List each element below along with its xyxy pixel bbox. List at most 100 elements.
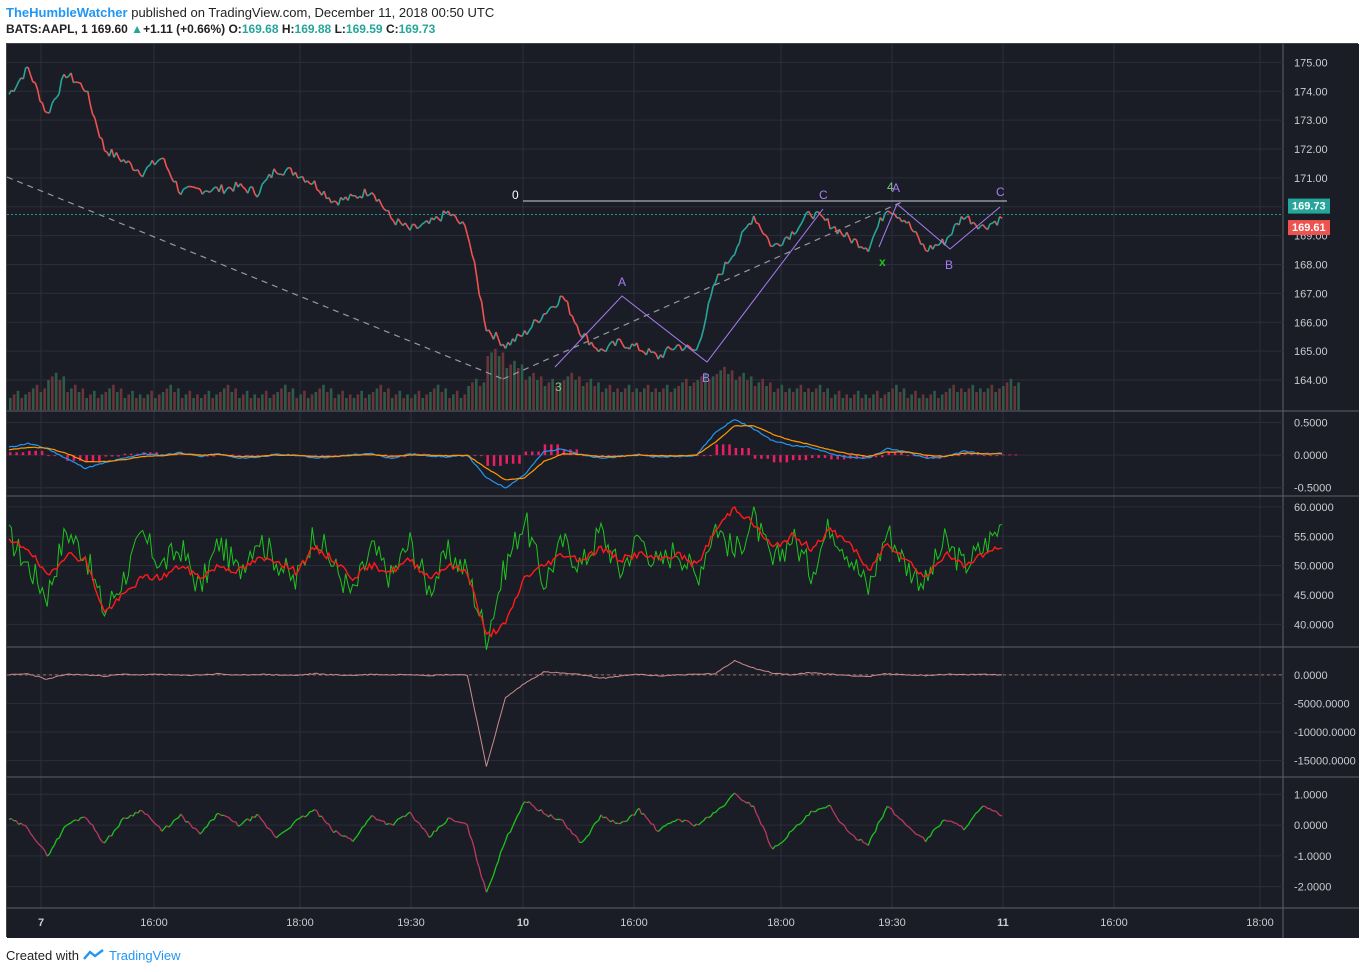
price-candle [63,73,67,79]
volume-bar [58,380,62,410]
momentum-segment [130,814,134,817]
chart-canvas[interactable]: 175.00174.00173.00172.00171.00170.00169.… [7,44,1359,938]
price-candle [144,166,149,172]
momentum-segment [292,820,296,825]
momentum-segment [80,816,84,819]
macd-histogram-bar [709,455,712,457]
price-candle [309,182,313,186]
price-candle [772,243,776,247]
macd-histogram-bar [811,455,814,458]
momentum-segment [273,835,277,839]
momentum-segment [927,835,931,839]
momentum-segment [185,820,189,823]
price-axis-tick-label: 173.00 [1294,115,1328,127]
macd-histogram-bar [524,451,528,456]
momentum-segment [708,815,712,819]
momentum-segment [951,820,955,824]
momentum-segment [39,844,43,848]
volume-bar [261,394,264,410]
price-candle [300,175,303,179]
price-candle [495,331,500,339]
momentum-segment [652,823,657,831]
price-candle [986,223,991,230]
momentum-segment [395,818,399,823]
momentum-segment [242,819,246,824]
momentum-axis-tick-label: 0.0000 [1294,820,1328,832]
momentum-segment [158,826,163,832]
volume-bar [646,384,650,410]
momentum-segment [884,805,888,812]
volume-bar [154,398,157,410]
momentum-segment [249,816,254,822]
price-candle [199,188,204,195]
momentum-segment [23,824,26,827]
tradingview-brand[interactable]: TradingView [108,947,181,963]
momentum-segment [595,819,599,823]
macd-histogram-bar [550,444,553,456]
momentum-segment [182,816,187,823]
volume-bar [906,398,910,410]
macd-histogram-bar [912,455,916,457]
volume-bar [264,390,268,410]
price-candle [471,254,476,263]
macd-histogram-bar [85,455,88,463]
momentum-segment [41,847,46,852]
x-axis-tick-label: 11 [997,917,1009,929]
trend-line-dashed [502,201,903,380]
macd-histogram-bar [212,455,216,457]
price-candle [667,345,671,350]
price-candle [220,184,225,194]
momentum-segment [767,840,772,847]
momentum-segment [903,822,908,827]
price-candle [201,190,206,195]
volume-bar [558,382,562,410]
momentum-segment [872,831,876,835]
macd-histogram-bar [906,455,910,457]
volume-bar [543,386,547,410]
price-candle [597,348,602,353]
volume-bar [452,394,455,410]
price-candle [22,67,27,80]
price-candle [78,81,81,84]
price-candle [893,213,898,219]
price-candle [373,194,378,202]
price-candle [263,178,268,183]
momentum-segment [748,802,752,807]
momentum-segment [524,801,528,804]
momentum-segment [839,821,843,825]
price-candle [600,348,604,351]
momentum-segment [223,814,227,818]
price-candle [829,227,833,230]
price-candle [32,81,36,84]
momentum-segment [736,794,740,799]
volume-bar [93,390,96,410]
price-axis-tick-label: 175.00 [1294,57,1328,69]
wave-label-4: 4 [887,180,894,194]
price-candle [858,245,862,249]
volume-bar [600,392,604,410]
price-candle [313,180,318,190]
momentum-segment [60,827,65,834]
momentum-segment [698,821,702,826]
price-candle [672,347,676,351]
author-link[interactable]: TheHumbleWatcher [6,5,128,20]
price-candle [736,242,741,248]
volume-bar [524,380,528,410]
price-candle [901,219,905,223]
momentum-segment [574,834,578,838]
volume-bar [287,392,291,410]
chart-area[interactable]: 175.00174.00173.00172.00171.00170.00169.… [6,43,1359,938]
price-candle [223,189,227,195]
momentum-segment [679,819,683,823]
momentum-segment [440,823,444,827]
macd-histogram-bar [72,455,76,461]
volume-bar [85,398,88,410]
x-axis-tick-label: 18:00 [767,917,795,929]
momentum-segment [356,831,361,836]
price-candle [387,210,392,219]
momentum-segment [887,805,891,809]
macd-histogram-bar [199,455,203,457]
momentum-segment [626,816,631,822]
volume-bar [803,392,806,410]
volume-bar [841,398,845,410]
